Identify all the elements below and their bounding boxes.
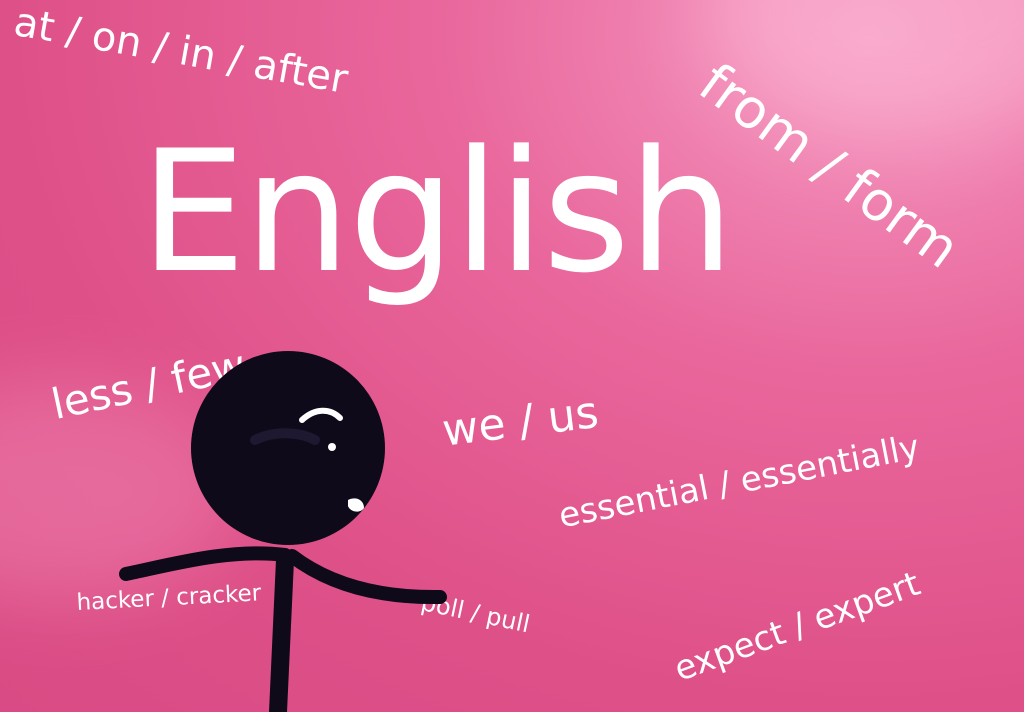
figure-left-arm — [119, 546, 292, 581]
main-title: English — [140, 114, 735, 310]
figure-eyebrow — [299, 407, 343, 423]
figure-right-arm — [285, 549, 447, 605]
figure-eye — [328, 443, 336, 451]
figure-squint — [250, 428, 320, 445]
figure-head — [191, 351, 385, 545]
figure-mouth — [348, 498, 364, 512]
figure-body — [269, 551, 294, 712]
